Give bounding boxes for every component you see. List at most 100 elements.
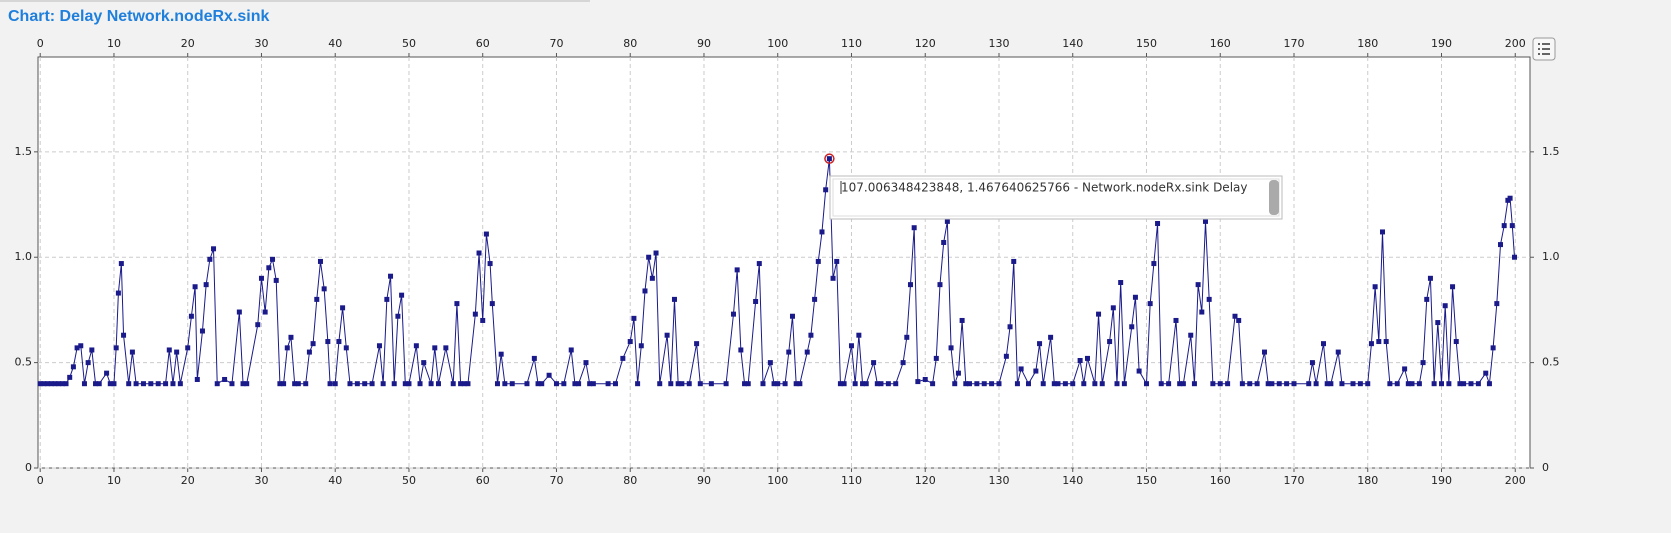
point (1051, 381, 1057, 387)
point (1475, 381, 1481, 387)
point (1306, 381, 1312, 387)
point (45, 381, 51, 387)
point (948, 345, 954, 351)
point (1402, 366, 1408, 372)
point (734, 267, 740, 273)
point (258, 275, 264, 281)
point (1188, 332, 1194, 338)
x-tick-label: 90 (697, 37, 711, 50)
point (852, 381, 858, 387)
point (837, 381, 843, 387)
point (244, 381, 250, 387)
point (1494, 301, 1500, 307)
point (509, 381, 515, 387)
y-tick-label: 0.5 (15, 356, 33, 369)
point (553, 381, 559, 387)
point (498, 351, 504, 357)
y-tick-label: 1.0 (15, 250, 33, 263)
point (657, 381, 663, 387)
x-tick-label: 110 (841, 37, 862, 50)
point (1431, 381, 1437, 387)
point (797, 381, 803, 387)
point (1062, 381, 1068, 387)
point (1129, 324, 1135, 330)
scrollbar[interactable] (1269, 180, 1279, 215)
x-tick-label: 90 (697, 474, 711, 487)
point (402, 381, 408, 387)
point (262, 309, 268, 315)
point (793, 381, 799, 387)
point (1236, 317, 1242, 323)
point (502, 381, 508, 387)
point (1284, 381, 1290, 387)
point (155, 381, 161, 387)
legend-icon (1538, 43, 1550, 55)
point (1132, 294, 1138, 300)
point (166, 347, 172, 353)
point (1261, 349, 1267, 355)
x-tick-label: 110 (841, 474, 862, 487)
point (417, 381, 423, 387)
point (1151, 261, 1157, 267)
point (1335, 349, 1341, 355)
point (1096, 311, 1102, 317)
point (952, 381, 958, 387)
point (113, 345, 119, 351)
point (70, 364, 76, 370)
point (1387, 381, 1393, 387)
x-tick-label: 70 (549, 474, 563, 487)
point (1206, 296, 1212, 302)
point (638, 343, 644, 349)
point (1033, 368, 1039, 374)
point (369, 381, 375, 387)
point (893, 381, 899, 387)
point (354, 381, 360, 387)
point (270, 256, 276, 262)
point (41, 381, 47, 387)
x-tick-label: 40 (328, 474, 342, 487)
point (380, 381, 386, 387)
point (981, 381, 987, 387)
point (1092, 381, 1098, 387)
legend-button[interactable] (1532, 37, 1556, 61)
point (306, 349, 312, 355)
point (1180, 381, 1186, 387)
point (1265, 381, 1271, 387)
point (823, 187, 829, 193)
x-tick-label: 180 (1357, 474, 1378, 487)
line (40, 158, 1516, 386)
x-tick-label: 30 (254, 37, 268, 50)
point (841, 381, 847, 387)
point (1383, 339, 1389, 345)
point (288, 334, 294, 340)
point (539, 381, 545, 387)
y-tick-label: 1.5 (15, 145, 33, 158)
point (819, 229, 825, 235)
point (303, 381, 309, 387)
point (1011, 258, 1017, 264)
point (1232, 313, 1238, 319)
point (327, 381, 333, 387)
point (605, 381, 611, 387)
point (679, 381, 685, 387)
point (1121, 381, 1127, 387)
point (1497, 242, 1503, 248)
point (1365, 381, 1371, 387)
y-tick-label: 1.5 (1542, 145, 1560, 158)
point (612, 381, 618, 387)
point (1416, 381, 1422, 387)
point (1490, 345, 1496, 351)
point (1372, 284, 1378, 290)
point (1048, 334, 1054, 340)
point (347, 381, 353, 387)
point (775, 381, 781, 387)
point (310, 341, 316, 347)
point (1158, 381, 1164, 387)
y-tick-label: 0 (1542, 461, 1549, 474)
point (376, 343, 382, 349)
point (885, 381, 891, 387)
point (126, 381, 132, 387)
point (675, 381, 681, 387)
point (590, 381, 596, 387)
x-tick-label: 0 (37, 37, 44, 50)
